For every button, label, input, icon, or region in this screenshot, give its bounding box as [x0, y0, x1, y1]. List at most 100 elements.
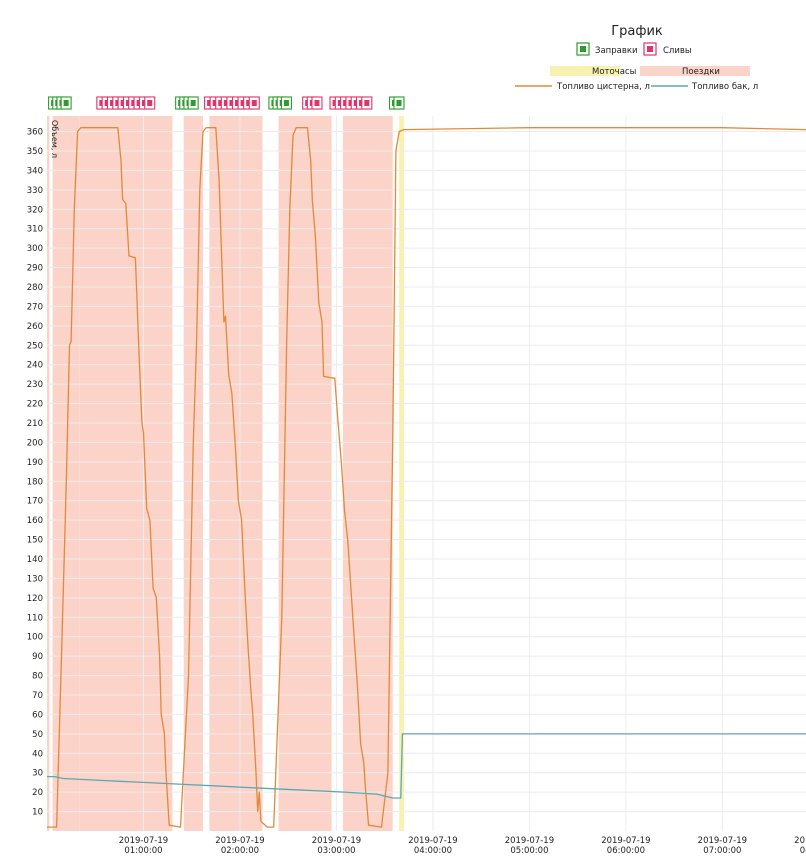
y-tick-label: 280 — [27, 283, 43, 293]
y-tick-label: 200 — [27, 438, 43, 448]
y-tick-label: 340 — [27, 166, 43, 176]
gridlines — [47, 116, 806, 831]
y-tick-label: 250 — [27, 341, 43, 351]
x-tick-date: 2019-07-19 — [601, 836, 650, 846]
legend-item-engine-hours[interactable]: Моточасы — [550, 66, 636, 77]
y-tick-label: 40 — [32, 749, 43, 759]
y-tick-label: 190 — [27, 458, 43, 468]
legend-item-trips[interactable]: Поездки — [640, 66, 750, 77]
y-tick-label: 70 — [32, 691, 43, 701]
y-tick-label: 50 — [32, 730, 43, 740]
drain-marker-glyph — [229, 100, 235, 106]
x-tick-time: 03:00:00 — [317, 846, 355, 856]
event-markers — [48, 96, 405, 110]
legend-trips-swatch — [640, 66, 750, 76]
legend-item-refuels[interactable]: Заправки — [576, 42, 638, 56]
x-tick-date: 2019-07-19 — [794, 836, 806, 846]
trip-band — [209, 116, 263, 831]
legend: Заправки Сливы Моточасы Поездки Топливо … — [515, 42, 758, 92]
x-tick-time: 06:00:00 — [607, 846, 645, 856]
y-tick-label: 220 — [27, 400, 43, 410]
x-tick-date: 2019-07-19 — [505, 836, 554, 846]
y-tick-label: 290 — [27, 264, 43, 274]
drain-marker-glyph — [246, 100, 252, 106]
y-tick-label: 360 — [27, 128, 43, 138]
y-tick-label: 180 — [27, 477, 43, 487]
trip-band — [278, 116, 332, 831]
x-tick-date: 2019-07-19 — [698, 836, 747, 846]
y-tick-label: 260 — [27, 322, 43, 332]
x-axis: 2019-07-1901:00:002019-07-1902:00:002019… — [119, 836, 806, 856]
x-tick-time: 04:00:00 — [414, 846, 452, 856]
refuel-marker-glyph — [283, 100, 289, 106]
y-tick-label: 80 — [32, 672, 43, 682]
legend-item-tank-fuel[interactable]: Топливо бак, л — [651, 82, 758, 92]
trip-band — [342, 116, 393, 831]
legend-trips-label: Поездки — [682, 67, 720, 77]
y-tick-label: 310 — [27, 225, 43, 235]
legend-item-tank-truck-fuel[interactable]: Топливо цистерна, л — [515, 82, 650, 92]
y-tick-label: 320 — [27, 205, 43, 215]
y-tick-label: 140 — [27, 555, 43, 565]
x-tick-date: 2019-07-19 — [215, 836, 264, 846]
drain-marker-glyph — [223, 100, 229, 106]
y-tick-label: 90 — [32, 652, 43, 662]
y-tick-label: 330 — [27, 186, 43, 196]
y-tick-label: 130 — [27, 574, 43, 584]
y-axis: 10 20 30 40 50 60 70 80 90 100 110 120 130 140 150 160 1… — [27, 120, 59, 818]
y-tick-label: 210 — [27, 419, 43, 429]
fuel-drain-icon-glyph — [647, 46, 653, 52]
y-tick-label: 30 — [32, 769, 43, 779]
y-tick-label: 170 — [27, 497, 43, 507]
legend-tank-label: Топливо бак, л — [691, 82, 758, 92]
y-tick-label: 10 — [32, 808, 43, 818]
x-tick-date: 2019-07-19 — [312, 836, 361, 846]
interval-bands — [47, 116, 404, 831]
drain-marker-glyph — [240, 100, 246, 106]
y-tick-label: 160 — [27, 516, 43, 526]
y-tick-label: 20 — [32, 788, 43, 798]
x-tick-time: 08:00:00 — [800, 846, 806, 856]
series-lines — [47, 127, 806, 828]
refuel-marker-glyph — [396, 100, 402, 106]
tank-fuel-line — [47, 733, 806, 799]
drain-marker-glyph — [218, 100, 224, 106]
tank-truck-fuel-line — [47, 127, 806, 828]
drain-marker-glyph — [212, 100, 218, 106]
drain-marker-glyph — [251, 100, 257, 106]
y-tick-label: 100 — [27, 633, 43, 643]
refuel-marker-glyph — [63, 100, 69, 106]
legend-drains-label: Сливы — [663, 46, 692, 56]
y-tick-label: 230 — [27, 380, 43, 390]
x-tick-date: 2019-07-19 — [408, 836, 457, 846]
trip-band — [79, 116, 173, 831]
y-tick-label: 350 — [27, 147, 43, 157]
engine-hours-band — [399, 116, 404, 831]
chart-title: График — [611, 24, 663, 39]
drain-marker-glyph — [364, 100, 370, 106]
y-tick-label: 270 — [27, 302, 43, 312]
legend-engine-hours-swatch — [550, 66, 620, 76]
drain-marker-glyph — [147, 100, 153, 106]
drain-marker-glyph — [207, 100, 213, 106]
x-tick-time: 05:00:00 — [510, 846, 548, 856]
y-tick-label: 300 — [27, 244, 43, 254]
legend-engine-hours-label: Моточасы — [592, 67, 636, 77]
trip-band — [47, 116, 50, 831]
y-tick-label: 240 — [27, 361, 43, 371]
legend-refuels-label: Заправки — [595, 46, 638, 56]
x-tick-time: 07:00:00 — [703, 846, 741, 856]
x-tick-time: 01:00:00 — [124, 846, 162, 856]
drain-marker-glyph — [314, 100, 320, 106]
fuel-pump-icon-glyph — [580, 46, 586, 52]
drain-marker-glyph — [235, 100, 241, 106]
refuel-marker-glyph — [190, 100, 196, 106]
legend-tank-truck-label: Топливо цистерна, л — [556, 82, 650, 92]
legend-item-drains[interactable]: Сливы — [643, 42, 692, 56]
x-tick-date: 2019-07-19 — [119, 836, 168, 846]
y-tick-label: 110 — [27, 613, 43, 623]
y-tick-label: 150 — [27, 536, 43, 546]
y-tick-label: 120 — [27, 594, 43, 604]
y-axis-label: Объем, л — [50, 120, 59, 158]
